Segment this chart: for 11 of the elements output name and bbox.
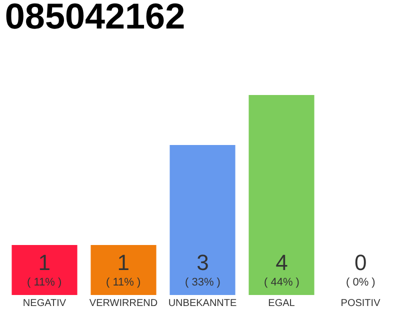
data-label: 3 ( 33% ): [185, 250, 220, 289]
data-label: 0 ( 0% ): [346, 250, 376, 289]
x-tick-label: UNBEKANNTE: [168, 298, 237, 309]
x-tick-label: VERWIRREND: [89, 298, 158, 309]
x-tick-label: EGAL: [268, 298, 296, 309]
data-label: 1 ( 11% ): [27, 250, 62, 289]
x-tick-label: NEGATIV: [22, 298, 66, 309]
data-label: 1 ( 11% ): [106, 250, 141, 289]
chart-title: 085042162: [4, 0, 186, 36]
data-label: 4 ( 44% ): [264, 250, 300, 289]
x-tick-label: POSITIV: [340, 298, 381, 309]
